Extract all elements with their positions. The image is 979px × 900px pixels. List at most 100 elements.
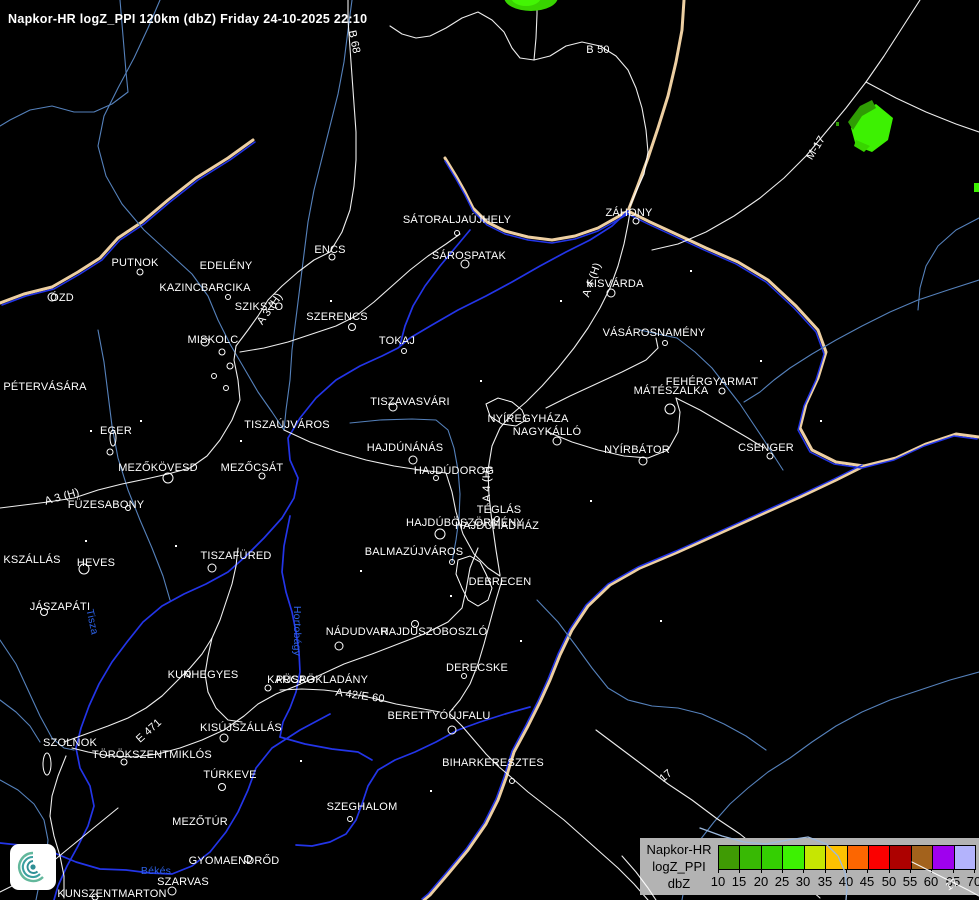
legend-color-cell (719, 846, 741, 869)
app-logo (10, 844, 56, 890)
legend-tick-label: 15 (731, 874, 747, 889)
city-label: HAJDÚNÁNÁS (366, 442, 444, 454)
city-label: ENCS (314, 244, 346, 256)
legend-tick (910, 869, 911, 873)
city-label: TISZAVASVÁRI (370, 396, 450, 408)
road-label: B 50 (586, 44, 610, 56)
city-label: KAZINCBARCIKA (159, 282, 251, 294)
legend-text: Napkor-HR logZ_PPI dbZ (644, 841, 714, 892)
legend-tick-label: 60 (923, 874, 939, 889)
legend-tick (739, 869, 740, 873)
product-title: Napkor-HR logZ_PPI 120km (dbZ) Friday 24… (8, 12, 368, 26)
city-label: MEZŐTÚR (172, 816, 228, 828)
city-label: PÜSPÖKLADÁNY (275, 674, 369, 686)
city-label: NAGYKÁLLÓ (512, 426, 582, 438)
legend-product: logZ_PPI (652, 859, 706, 874)
city-label: TISZAFÜRED (200, 550, 272, 562)
city-label: SZOLNOK (43, 737, 97, 749)
legend-color-cell (740, 846, 762, 869)
city-label: MISKOLC (187, 334, 239, 346)
city-label: KUNSZENTMARTON (57, 888, 167, 900)
legend-tick-label: 10 (710, 874, 726, 889)
city-label: KISÚJSZÁLLÁS (200, 722, 282, 734)
dbz-legend: Napkor-HR logZ_PPI dbZ 10 15 20 25 30 35… (640, 838, 979, 895)
city-label: GYOMAENDRŐD (188, 855, 280, 867)
city-label: TÉGLÁS (476, 504, 522, 516)
city-label: CSENGER (738, 442, 794, 454)
city-label: EDELÉNY (199, 260, 253, 272)
border-rivers (1, 141, 978, 900)
river-label: Hortobágy (291, 605, 303, 657)
legend-tick-label: 55 (902, 874, 918, 889)
river-label: Békés (140, 865, 172, 877)
city-label: HAJDÚHADHÁZ (454, 520, 540, 532)
city-label: SÁROSPATAK (431, 250, 507, 262)
city-label: SÁTORALJAÚJHELY (402, 214, 512, 226)
legend-tick (867, 869, 868, 873)
legend-tick (782, 869, 783, 873)
rivers-major (0, 210, 629, 900)
legend-color-cell (911, 846, 934, 869)
legend-tick (761, 869, 762, 873)
city-label: SZEGHALOM (326, 801, 398, 813)
city-label: VÁSÁROSNAMÉNY (602, 327, 706, 339)
city-label: TÖRÖKSZENTMIKLÓS (92, 749, 212, 761)
city-label: MEZŐCSÁT (220, 462, 284, 474)
legend-tick-label: 45 (859, 874, 875, 889)
city-label: EGER (100, 425, 132, 437)
city-label: FEHÉRGYARMAT (665, 376, 759, 388)
city-label: ZÁHONY (605, 207, 653, 219)
legend-tick (846, 869, 847, 873)
city-label: KSZÁLLÁS (3, 554, 61, 566)
legend-tick (803, 869, 804, 873)
legend-color-cell (890, 846, 912, 869)
legend-tick (974, 869, 975, 873)
city-label: NYÍREGYHÁZA (487, 413, 569, 425)
town-outlines (40, 217, 822, 900)
city-label: FÜZESABONY (67, 499, 145, 511)
spiral-icon (10, 844, 56, 890)
legend-color-cell (868, 846, 891, 869)
city-label: KARCAG (267, 674, 315, 686)
city-label: MÁTÉSZALKA (633, 385, 709, 397)
legend-tick (953, 869, 954, 873)
city-label: DEBRECEN (468, 576, 532, 588)
legend-tick-label: 40 (838, 874, 854, 889)
road-label: A 4 (H) (481, 466, 493, 502)
legend-tick (718, 869, 719, 873)
city-label: DERECSKE (445, 662, 509, 674)
legend-tick (825, 869, 826, 873)
legend-color-cell (804, 846, 827, 869)
city-label: HAJDÚDOROG (413, 465, 495, 477)
city-label: TÚRKEVE (203, 769, 257, 781)
legend-tick-label: 35 (817, 874, 833, 889)
city-label: SZARVAS (157, 876, 209, 888)
city-label: SZIKSZÓ (234, 301, 284, 313)
city-label: NYÍRBÁTOR (604, 444, 670, 456)
legend-color-bar (718, 845, 976, 870)
city-label: SZERENCS (306, 311, 368, 323)
city-label: JÁSZAPÁTI (29, 601, 91, 613)
legend-color-cell (954, 846, 976, 869)
city-label: ÓZD (50, 292, 74, 304)
city-label: KUNHEGYES (167, 669, 239, 681)
legend-source: Napkor-HR (646, 842, 712, 857)
city-label: HAJDÚBÖSZÖRMÉNY (406, 517, 524, 529)
legend-color-cell (847, 846, 869, 869)
legend-color-cell (761, 846, 784, 869)
city-label: TISZAÚJVÁROS (244, 419, 330, 431)
legend-tick-label: 30 (795, 874, 811, 889)
city-label: BERETTYÓÚJFALU (387, 710, 491, 722)
legend-color-cell (783, 846, 805, 869)
legend-tick-label: 50 (881, 874, 897, 889)
city-label: BIHARKERESZTES (442, 757, 544, 769)
city-label: PUTNOK (111, 257, 159, 269)
legend-tick (889, 869, 890, 873)
radar-echoes (504, 0, 979, 192)
city-label: BALMAZÚJVÁROS (364, 546, 464, 558)
city-label: PÉTERVÁSÁRA (3, 381, 87, 393)
city-label: TOKAJ (378, 335, 416, 347)
